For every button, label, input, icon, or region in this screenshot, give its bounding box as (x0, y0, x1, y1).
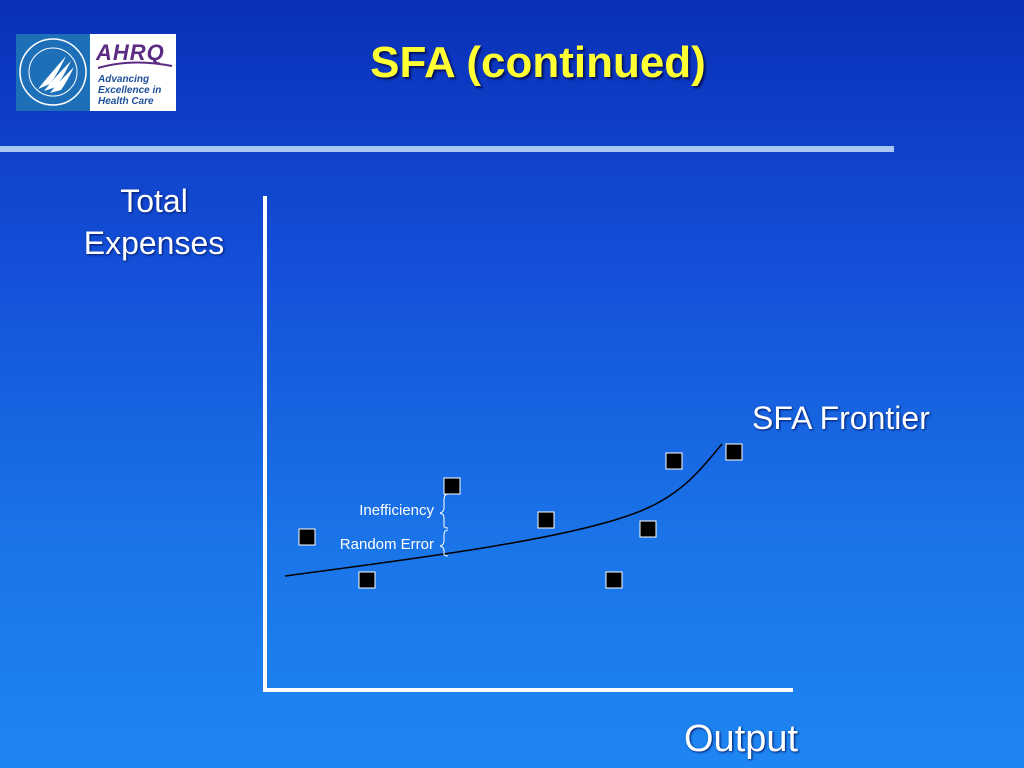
data-point (298, 528, 316, 546)
ahrq-letters: AHRQ (96, 40, 165, 65)
data-point (443, 477, 461, 495)
data-point (605, 571, 623, 589)
ahrq-wordmark: AHRQ Advancing Excellence in Health Care (92, 34, 176, 111)
title-divider (0, 146, 894, 152)
data-point (639, 520, 657, 538)
inefficiency-brace (439, 493, 449, 529)
y-axis-label: Total Expenses (83, 183, 225, 261)
inefficiency-label: Inefficiency (359, 502, 434, 519)
random-error-brace (439, 529, 449, 557)
data-point (725, 443, 743, 461)
ahrq-tagline: Advancing Excellence in Health Care (98, 74, 162, 107)
data-point (358, 571, 376, 589)
ahrq-swoosh-icon (97, 61, 173, 69)
x-axis-label: Output (684, 718, 799, 760)
data-point (537, 511, 555, 529)
data-points (298, 443, 743, 589)
sfa-frontier-curve (284, 443, 723, 577)
hhs-seal-icon (16, 34, 90, 111)
data-point (665, 452, 683, 470)
frontier-label: SFA Frontier (752, 400, 930, 436)
slide-title: SFA (continued) (370, 38, 706, 87)
ahrq-logo: AHRQ Advancing Excellence in Health Care (16, 34, 176, 111)
random-error-label: Random Error (339, 536, 434, 553)
